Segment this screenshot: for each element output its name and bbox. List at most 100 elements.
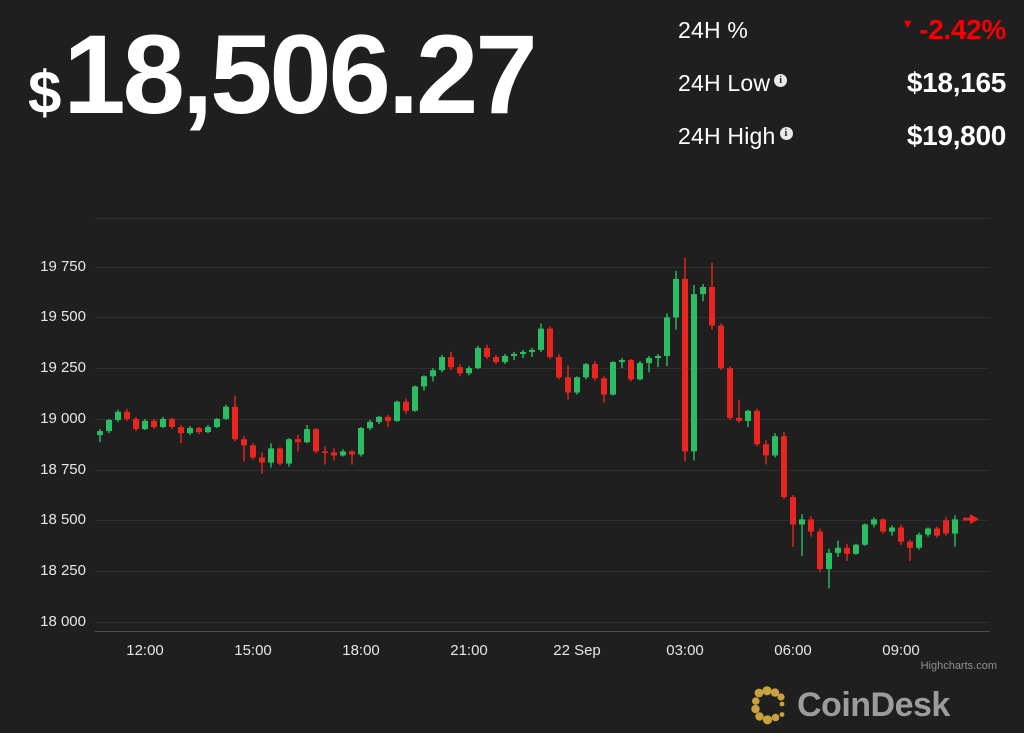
coindesk-logo: CoinDesk <box>751 685 950 726</box>
candle-body <box>610 362 616 395</box>
candle-body <box>511 353 517 356</box>
candle-body <box>304 429 310 443</box>
candle-body <box>790 497 796 525</box>
stat-row-24h-low: 24H Low i $18,165 <box>678 67 1006 99</box>
logo-dot <box>777 693 785 701</box>
stat-label: 24H High i <box>678 123 793 150</box>
candle-body <box>565 377 571 393</box>
candle-body <box>574 377 580 393</box>
candle-body <box>529 349 535 352</box>
stats-panel: 24H % ▼ -2.42% 24H Low i $18,165 24H High i… <box>678 14 1006 173</box>
candle-body <box>295 439 301 443</box>
candle-body <box>583 364 589 378</box>
candle-body <box>124 411 130 419</box>
candle-body <box>223 406 229 419</box>
candle-body <box>331 452 337 456</box>
last-price-arrow-icon <box>963 514 979 525</box>
candle-body <box>142 420 148 430</box>
candle-body <box>601 378 607 395</box>
candle-body <box>313 429 319 452</box>
candle-body <box>817 531 823 570</box>
candle-body <box>214 418 220 428</box>
stat-value-wrap: ▼ -2.42% <box>901 14 1006 46</box>
candle-body <box>898 527 904 542</box>
candle-body <box>673 278 679 318</box>
chart-canvas <box>95 218 990 632</box>
candle-body <box>376 416 382 422</box>
candle-body <box>196 428 202 433</box>
candle-body <box>322 451 328 453</box>
candle-body <box>394 401 400 421</box>
candle-body <box>232 406 238 440</box>
y-tick-label: 19 500 <box>40 308 86 326</box>
candle-body <box>151 420 157 428</box>
candle-body <box>718 325 724 369</box>
candle-body <box>241 439 247 446</box>
x-tick-label: 21:00 <box>450 642 488 659</box>
candle-body <box>916 534 922 548</box>
candle-body <box>277 448 283 464</box>
candle-body <box>367 421 373 429</box>
candlestick-chart-plot[interactable] <box>95 218 990 632</box>
candle-body <box>457 367 463 374</box>
x-tick-label: 22 Sep <box>553 642 601 659</box>
candle-body <box>349 451 355 455</box>
y-tick-label: 19 000 <box>40 409 86 427</box>
candle-body <box>547 328 553 358</box>
candle-body <box>691 294 697 452</box>
candle-body <box>160 418 166 428</box>
candle-body <box>205 427 211 433</box>
currency-symbol: $ <box>28 59 62 126</box>
highcharts-credits[interactable]: Highcharts.com <box>920 660 997 672</box>
coindesk-logo-text: CoinDesk <box>797 686 950 724</box>
candle-body <box>133 418 139 430</box>
candle-body <box>700 287 706 295</box>
logo-dot <box>779 701 785 707</box>
x-tick-label: 03:00 <box>666 642 704 659</box>
info-icon[interactable]: i <box>774 73 788 87</box>
candle-body <box>808 519 814 532</box>
candle-body <box>439 357 445 371</box>
candle-body <box>412 386 418 411</box>
candle-body <box>169 418 175 428</box>
candle-body <box>655 356 661 359</box>
candle-body <box>403 401 409 411</box>
candle-body <box>421 376 427 387</box>
stat-label: 24H Low i <box>678 70 788 97</box>
candle-body <box>943 520 949 534</box>
candle-body <box>772 436 778 456</box>
candle-body <box>187 428 193 434</box>
logo-dot <box>755 712 764 721</box>
candle-body <box>862 524 868 545</box>
price-value: 18,506.27 <box>63 12 537 137</box>
candle-body <box>115 411 121 420</box>
logo-dot <box>751 704 760 714</box>
candle-body <box>250 445 256 458</box>
candle-body <box>889 527 895 532</box>
candle-body <box>799 519 805 525</box>
logo-dot <box>771 713 780 722</box>
y-tick-label: 18 750 <box>40 460 86 478</box>
candle-body <box>727 368 733 418</box>
stat-row-24h-high: 24H High i $19,800 <box>678 120 1006 152</box>
candle-body <box>628 360 634 380</box>
stat-row-24h-percent: 24H % ▼ -2.42% <box>678 14 1006 46</box>
candle-body <box>97 431 103 436</box>
logo-dot <box>779 712 785 717</box>
stat-value-24h-low: $18,165 <box>906 67 1006 98</box>
candle-body <box>925 528 931 535</box>
candle-body <box>619 360 625 363</box>
stat-label: 24H % <box>678 16 749 43</box>
candle-body <box>178 427 184 434</box>
info-icon[interactable]: i <box>779 126 793 140</box>
candle-body <box>466 368 472 374</box>
candle-body <box>934 528 940 536</box>
candle-body <box>430 370 436 377</box>
stat-value-24h-high: $19,800 <box>906 120 1006 151</box>
candle-body <box>106 419 112 432</box>
x-tick-label: 09:00 <box>882 642 920 659</box>
x-tick-label: 06:00 <box>774 642 812 659</box>
x-tick-label: 18:00 <box>342 642 380 659</box>
candle-body <box>736 417 742 421</box>
